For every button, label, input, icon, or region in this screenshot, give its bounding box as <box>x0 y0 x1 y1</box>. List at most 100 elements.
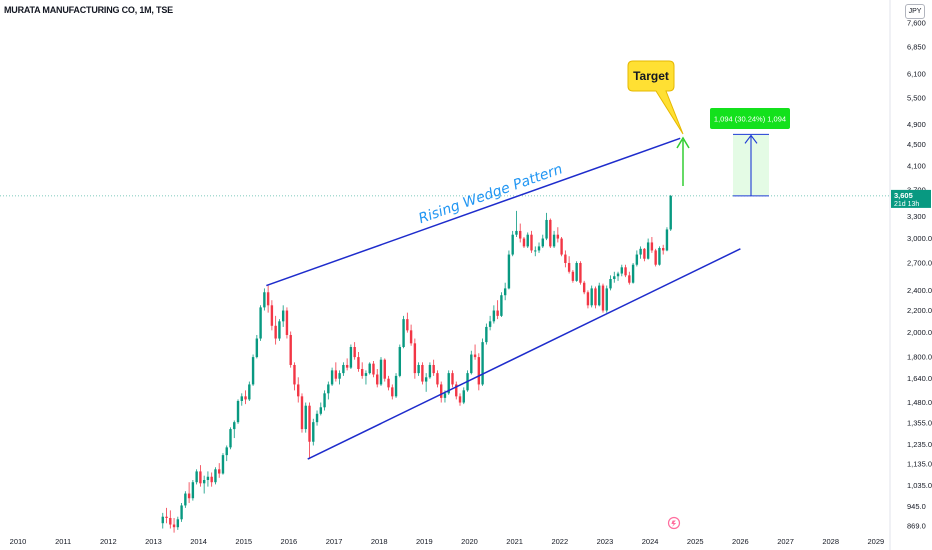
candle-body <box>233 422 236 430</box>
candle-body <box>643 248 646 259</box>
candle-body <box>319 407 322 414</box>
candle-body <box>485 326 488 343</box>
time-tick-label: 2029 <box>868 537 885 546</box>
candle-body <box>669 195 672 230</box>
candle-body <box>338 373 341 379</box>
price-tick-label: 1,355.0 <box>907 419 932 428</box>
candle-body <box>199 471 202 484</box>
candle-body <box>259 307 262 339</box>
candle-body <box>402 319 405 348</box>
candle-body <box>169 517 172 525</box>
candle-body <box>552 234 556 247</box>
candle-body <box>515 230 518 235</box>
target-bubble <box>627 60 684 135</box>
candle-body <box>345 364 349 368</box>
candle-body <box>210 476 213 483</box>
price-tick-label: 1,035.0 <box>907 481 932 490</box>
candle-body <box>263 292 266 308</box>
candle-body <box>443 393 447 398</box>
candle-body <box>582 282 586 293</box>
candle-body <box>665 229 669 251</box>
candle-body <box>496 310 499 316</box>
candle-body <box>436 373 439 385</box>
price-tick-label: 3,300 <box>907 212 926 221</box>
candle-body <box>251 357 255 385</box>
candle-body <box>330 370 334 385</box>
candle-body <box>590 288 593 306</box>
candle-body <box>266 292 270 306</box>
chart-title: MURATA MANUFACTURING CO, 1M, TSE <box>4 5 173 15</box>
candle-body <box>567 262 571 272</box>
candle-body <box>244 396 247 400</box>
candle-body <box>349 347 353 368</box>
candle-body <box>281 310 285 322</box>
pattern-label[interactable]: Rising Wedge Pattern <box>417 161 565 227</box>
candles <box>161 194 672 533</box>
candle-body <box>503 288 507 296</box>
candle-body <box>658 248 661 265</box>
candle-body <box>161 516 164 524</box>
candle-body <box>357 357 360 370</box>
candle-body <box>616 273 620 277</box>
candle-body <box>195 471 198 483</box>
last-price-badge: 3,605 21d 13h <box>891 189 931 208</box>
last-price-value: 3,605 <box>894 191 913 200</box>
time-tick-label: 2028 <box>822 537 839 546</box>
time-tick-label: 2021 <box>506 537 523 546</box>
price-tick-label: 2,000.0 <box>907 328 932 337</box>
candle-body <box>455 384 458 397</box>
time-tick-label: 2020 <box>461 537 478 546</box>
candle-body <box>202 480 206 484</box>
wedge-lower-line[interactable] <box>307 248 741 460</box>
price-tick-label: 3,700 <box>907 185 926 194</box>
replay-icon[interactable] <box>667 516 681 530</box>
candle-body <box>255 338 259 358</box>
price-tick-label: 6,100 <box>907 69 926 78</box>
candle-body <box>473 354 477 358</box>
candle-body <box>187 493 191 499</box>
candle-body <box>248 384 251 400</box>
candle-body <box>628 275 631 283</box>
price-tick-label: 7,600 <box>907 18 926 27</box>
price-axis: 7,600 6,850 6,100 5,500 4,900 4,500 4,100 3,700… <box>907 18 932 530</box>
candle-body <box>278 321 281 339</box>
time-tick-label: 2017 <box>326 537 343 546</box>
candle-body <box>458 396 462 403</box>
candle-body <box>598 285 601 306</box>
time-tick-label: 2027 <box>777 537 794 546</box>
target-arrow[interactable] <box>676 136 690 186</box>
candle-body <box>481 342 484 385</box>
time-tick-label: 2016 <box>281 537 298 546</box>
measure-label: 1,094 (30.24%) 1,094 <box>714 115 786 124</box>
candle-body <box>191 482 195 499</box>
candle-body <box>315 413 319 423</box>
time-axis: 2010 2011 2012 2013 2014 2015 2016 2017 2018 2019… <box>10 537 885 546</box>
time-tick-label: 2026 <box>732 537 749 546</box>
wedge-upper-line[interactable] <box>266 137 681 287</box>
candle-body <box>609 279 612 289</box>
candle-body <box>646 242 650 259</box>
price-range-measure[interactable]: 1,094 (30.24%) 1,094 <box>710 108 790 197</box>
target-callout[interactable]: Target <box>627 60 684 135</box>
candle-body <box>372 363 375 375</box>
candle-body <box>379 359 383 385</box>
target-arrow-head <box>676 136 690 149</box>
price-tick-label: 1,135.0 <box>907 460 932 469</box>
candle-body <box>383 359 386 379</box>
candle-body <box>368 363 371 374</box>
candle-body <box>470 354 473 374</box>
candle-body <box>477 357 481 385</box>
candle-body <box>417 364 420 374</box>
price-tick-label: 2,400.0 <box>907 286 932 295</box>
currency-label[interactable]: JPY <box>905 4 925 19</box>
candle-body <box>560 238 563 255</box>
price-tick-label: 2,200.0 <box>907 306 932 315</box>
candle-body <box>500 295 503 316</box>
candle-body <box>413 343 417 374</box>
candle-body <box>534 250 537 252</box>
measure-label-box <box>710 108 790 129</box>
candle-body <box>447 373 450 394</box>
candle-body <box>613 276 616 280</box>
time-tick-label: 2019 <box>416 537 433 546</box>
